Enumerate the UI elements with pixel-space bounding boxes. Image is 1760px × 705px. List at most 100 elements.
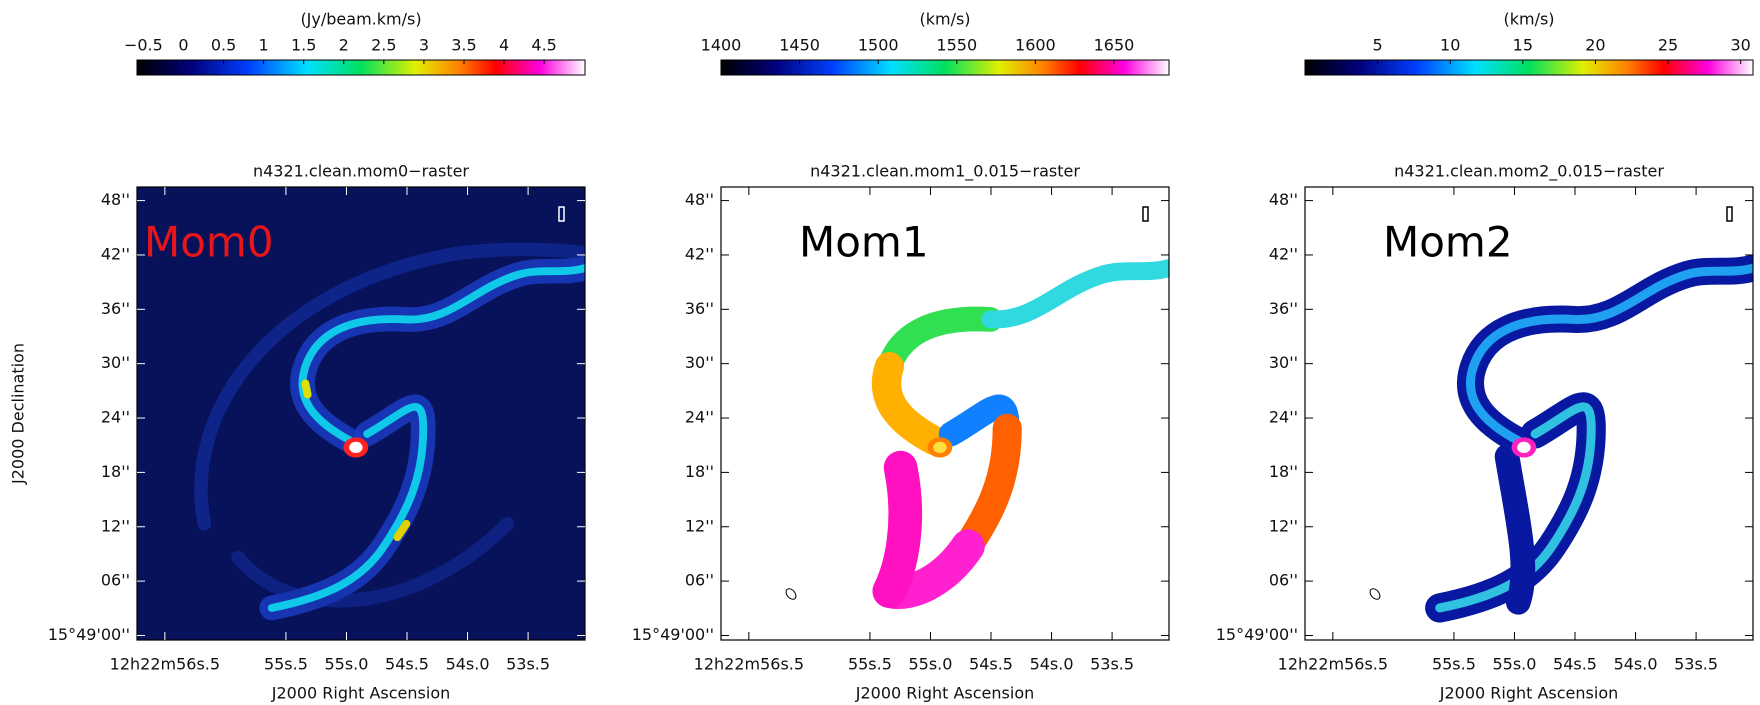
colorbar-tick-label: 0 bbox=[178, 36, 188, 55]
x-tick-label: 12h22m56s.5 bbox=[1278, 655, 1388, 674]
y-tick-label: 42'' bbox=[1269, 244, 1298, 263]
x-tick-label: 55s.0 bbox=[1492, 655, 1536, 674]
colorbar-tick-label: 5 bbox=[1373, 36, 1383, 55]
annotation: Mom1 bbox=[799, 218, 929, 267]
colorbar-tick-label: 1650 bbox=[1094, 36, 1135, 55]
y-tick-label: 24'' bbox=[101, 408, 130, 427]
y-tick-label: 06'' bbox=[101, 571, 130, 590]
y-tick-label: 48'' bbox=[1269, 190, 1298, 209]
x-tick-label: 55s.0 bbox=[908, 655, 952, 674]
x-tick-label: 53s.5 bbox=[1674, 655, 1718, 674]
panel-title: n4321.clean.mom0−raster bbox=[253, 162, 469, 181]
colorbar-tick-label: 20 bbox=[1585, 36, 1605, 55]
y-tick-label: 18'' bbox=[101, 462, 130, 481]
colorbar-tick-label: −0.5 bbox=[124, 36, 163, 55]
annotation: Mom2 bbox=[1383, 218, 1513, 267]
spiral-arm bbox=[393, 519, 411, 542]
spiral-arm bbox=[872, 450, 923, 608]
colorbar-tick-label: 1500 bbox=[858, 36, 899, 55]
colorbar-tick-label: 3 bbox=[419, 36, 429, 55]
colorbar-tick-label: 15 bbox=[1513, 36, 1533, 55]
y-tick-label: 30'' bbox=[101, 353, 130, 372]
galaxy bbox=[194, 242, 585, 621]
y-axis-label: J2000 Declination bbox=[9, 343, 28, 485]
colorbar-tick-label: 4.5 bbox=[531, 36, 556, 55]
spiral-arm bbox=[194, 242, 585, 531]
colorbar bbox=[1304, 59, 1754, 76]
y-tick-label: 42'' bbox=[101, 244, 130, 263]
colorbar-tick-label: 1400 bbox=[701, 36, 742, 55]
y-tick-label: 24'' bbox=[1269, 408, 1298, 427]
colorbar bbox=[720, 59, 1170, 76]
frame bbox=[720, 186, 1170, 641]
colorbar-tick-label: 2.5 bbox=[371, 36, 396, 55]
x-tick-label: 54s.0 bbox=[1030, 655, 1074, 674]
y-tick-label: 12'' bbox=[101, 516, 130, 535]
y-tick-label: 36'' bbox=[1269, 299, 1298, 318]
panel-title: n4321.clean.mom2_0.015−raster bbox=[1394, 162, 1664, 182]
y-tick-label: 18'' bbox=[1269, 462, 1298, 481]
colorbar-tick-label: 25 bbox=[1658, 36, 1678, 55]
x-tick-label: 55s.5 bbox=[264, 655, 308, 674]
beam-marker bbox=[1726, 206, 1733, 222]
x-axis-label: J2000 Right Ascension bbox=[271, 684, 451, 703]
colorbar-tick-label: 1450 bbox=[779, 36, 820, 55]
colorbar-tick-label: 10 bbox=[1440, 36, 1460, 55]
y-tick-label: 15°49'00'' bbox=[1216, 625, 1298, 644]
y-tick-label: 30'' bbox=[685, 353, 714, 372]
galaxy bbox=[871, 258, 1169, 609]
galaxy bbox=[1425, 254, 1753, 623]
x-tick-label: 54s.5 bbox=[1553, 655, 1597, 674]
colorbar-tick-label: 2 bbox=[339, 36, 349, 55]
beam-ellipse bbox=[785, 588, 797, 600]
spiral-arm bbox=[871, 352, 949, 456]
x-tick-label: 53s.5 bbox=[506, 655, 550, 674]
y-tick-label: 15°49'00'' bbox=[48, 625, 130, 644]
y-tick-label: 36'' bbox=[685, 299, 714, 318]
nucleus-core bbox=[349, 441, 363, 454]
colorbar-tick-label: 0.5 bbox=[211, 36, 236, 55]
spiral-arm bbox=[267, 403, 428, 612]
y-tick-label: 18'' bbox=[685, 462, 714, 481]
y-tick-label: 30'' bbox=[1269, 353, 1298, 372]
beam-marker bbox=[1142, 206, 1149, 222]
frame bbox=[1304, 186, 1754, 641]
y-tick-label: 48'' bbox=[101, 190, 130, 209]
image-raster bbox=[871, 258, 1169, 609]
y-tick-label: 15°49'00'' bbox=[632, 625, 714, 644]
colorbar-tick-label: 1.5 bbox=[291, 36, 316, 55]
spiral-arm bbox=[1494, 444, 1536, 615]
x-tick-label: 54s.0 bbox=[446, 655, 490, 674]
spiral-arm bbox=[301, 379, 312, 399]
frame bbox=[136, 186, 586, 641]
colorbar-tick-label: 1600 bbox=[1015, 36, 1056, 55]
colorbar-tick-label: 30 bbox=[1730, 36, 1750, 55]
y-tick-label: 36'' bbox=[101, 299, 130, 318]
y-tick-label: 06'' bbox=[685, 571, 714, 590]
x-tick-label: 53s.5 bbox=[1090, 655, 1134, 674]
y-tick-label: 24'' bbox=[685, 408, 714, 427]
y-tick-label: 06'' bbox=[1269, 571, 1298, 590]
y-tick-label: 12'' bbox=[1269, 516, 1298, 535]
colorbar-tick-label: 1550 bbox=[936, 36, 977, 55]
colorbar-tick-label: 1 bbox=[259, 36, 269, 55]
x-tick-label: 54s.0 bbox=[1614, 655, 1658, 674]
x-axis-label: J2000 Right Ascension bbox=[855, 684, 1035, 703]
y-tick-label: 48'' bbox=[685, 190, 714, 209]
x-tick-label: 12h22m56s.5 bbox=[110, 655, 220, 674]
image-raster bbox=[194, 242, 585, 621]
colorbar-label: (km/s) bbox=[1503, 10, 1554, 29]
spiral-arm bbox=[1435, 402, 1596, 613]
spiral-arm bbox=[231, 517, 515, 608]
spiral-arm bbox=[981, 258, 1169, 329]
x-axis-label: J2000 Right Ascension bbox=[1439, 684, 1619, 703]
annotation: Mom0 bbox=[144, 218, 274, 267]
panel-title: n4321.clean.mom1_0.015−raster bbox=[810, 162, 1080, 182]
y-tick-label: 12'' bbox=[685, 516, 714, 535]
x-tick-label: 12h22m56s.5 bbox=[694, 655, 804, 674]
spiral-arm bbox=[1465, 263, 1753, 446]
colorbar-label: (km/s) bbox=[919, 10, 970, 29]
image-raster bbox=[1425, 254, 1753, 623]
